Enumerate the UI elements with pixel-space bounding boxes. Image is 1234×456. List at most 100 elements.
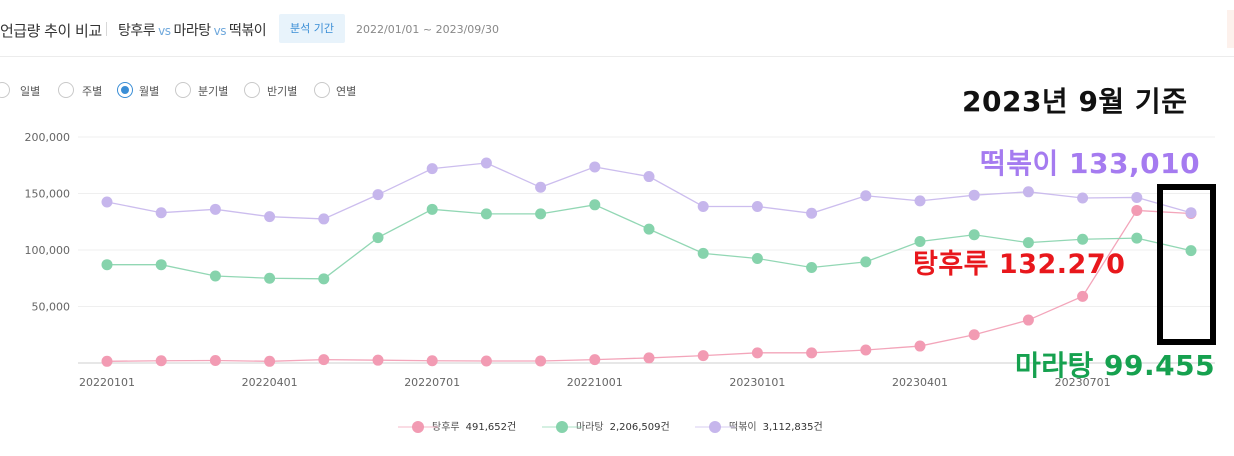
legend-swatch [398, 421, 438, 433]
legend-item-malatang[interactable]: 마라탕 2,206,509건 [542, 418, 670, 433]
point-tteokbokki [860, 190, 872, 202]
point-tanghulu [1077, 290, 1089, 302]
radio-circle[interactable] [117, 82, 133, 98]
radio-circle[interactable] [58, 82, 74, 98]
x-tick-label: 20221001 [567, 376, 623, 389]
point-malatang [209, 270, 221, 282]
point-malatang [1022, 237, 1034, 249]
point-tanghulu [1131, 204, 1143, 216]
point-tteokbokki [426, 163, 438, 175]
period-badge[interactable]: 분석 기간 [279, 14, 345, 43]
y-tick-label: 100,000 [25, 244, 71, 257]
point-tteokbokki [101, 196, 113, 208]
x-tick-label: 20230701 [1055, 376, 1111, 389]
point-tanghulu [751, 347, 763, 359]
point-malatang [155, 259, 167, 271]
annotation-malatang: 마라탕 99.455 [1015, 349, 1216, 382]
point-malatang [1131, 232, 1143, 244]
y-tick-label: 50,000 [32, 301, 71, 314]
point-tanghulu [1022, 314, 1034, 326]
point-tanghulu [806, 347, 818, 359]
point-tteokbokki [751, 200, 763, 212]
point-tanghulu [372, 354, 384, 366]
point-malatang [535, 208, 547, 220]
point-tanghulu [480, 355, 492, 367]
point-malatang [697, 247, 709, 259]
legend-swatch [695, 421, 735, 433]
point-tteokbokki [697, 200, 709, 212]
point-malatang [1185, 245, 1197, 257]
point-tanghulu [860, 344, 872, 356]
point-tteokbokki [643, 171, 655, 183]
compare-terms: 탕후루 vs 마라탕 vs 떡볶이 [118, 20, 267, 40]
point-tteokbokki [480, 157, 492, 169]
point-tteokbokki [914, 195, 926, 207]
vs-label: vs [158, 24, 171, 38]
point-malatang [860, 256, 872, 268]
term-tteokbokki: 떡볶이 [229, 23, 267, 39]
radio-label: 분기별 [198, 85, 229, 98]
x-tick-label: 20230401 [892, 376, 948, 389]
point-malatang [101, 259, 113, 271]
point-tteokbokki [1185, 207, 1197, 219]
radio-circle[interactable] [314, 82, 330, 98]
point-tanghulu [535, 355, 547, 367]
point-tanghulu [155, 355, 167, 367]
point-tanghulu [643, 352, 655, 364]
point-tteokbokki [1077, 192, 1089, 204]
point-malatang [914, 236, 926, 248]
legend-label: 마라탕 [576, 422, 604, 433]
legend-item-tanghulu[interactable]: 탕후루 491,652건 [398, 418, 516, 433]
legend-label: 탕후루 [432, 422, 460, 433]
point-tanghulu [589, 354, 601, 366]
point-tteokbokki [1022, 186, 1034, 198]
x-tick-label: 20220401 [242, 376, 298, 389]
radio-label: 반기별 [267, 85, 298, 98]
legend-count: 2,206,509건 [609, 422, 670, 433]
point-tanghulu [426, 355, 438, 367]
point-malatang [480, 208, 492, 220]
y-tick-label: 150,000 [25, 188, 71, 201]
date-range: 2022/01/01 ~ 2023/09/30 [356, 23, 500, 36]
term-tanghulu: 탕후루 [118, 23, 156, 39]
radio-circle[interactable] [244, 82, 260, 98]
legend-label: 떡볶이 [729, 422, 757, 433]
point-malatang [372, 232, 384, 244]
term-malatang: 마라탕 [173, 23, 212, 39]
point-malatang [968, 229, 980, 241]
vs-label: vs [213, 24, 227, 38]
point-tanghulu [264, 355, 276, 367]
point-tteokbokki [968, 189, 980, 201]
x-tick-label: 20220701 [404, 376, 460, 389]
header-divider [106, 22, 107, 36]
point-tteokbokki [589, 161, 601, 173]
y-tick-label: 200,000 [25, 131, 71, 144]
point-tteokbokki [318, 213, 330, 225]
point-tteokbokki [1131, 191, 1143, 203]
point-tteokbokki [806, 207, 818, 219]
point-tteokbokki [264, 211, 276, 223]
point-tanghulu [318, 354, 330, 366]
page-title: 언급량 추이 비교 [0, 22, 102, 40]
radio-label: 주별 [82, 85, 103, 98]
point-tanghulu [968, 329, 980, 341]
annotation-tanghulu: 탕후루 132.270 [913, 249, 1126, 280]
point-tteokbokki [535, 181, 547, 193]
header-edge-button[interactable] [1227, 10, 1234, 48]
highlight-box [1157, 184, 1216, 345]
radio-label: 연별 [336, 85, 357, 98]
point-malatang [589, 199, 601, 211]
radio-circle[interactable] [175, 82, 191, 98]
point-malatang [426, 203, 438, 215]
legend-swatch [542, 421, 582, 433]
point-malatang [318, 273, 330, 285]
point-malatang [643, 223, 655, 235]
point-malatang [806, 262, 818, 274]
point-tteokbokki [209, 203, 221, 215]
point-malatang [264, 272, 276, 284]
point-tanghulu [697, 350, 709, 362]
legend-count: 3,112,835건 [762, 422, 823, 433]
legend-item-tteokbokki[interactable]: 떡볶이 3,112,835건 [695, 418, 823, 433]
radio-label: 일별 [20, 85, 41, 98]
